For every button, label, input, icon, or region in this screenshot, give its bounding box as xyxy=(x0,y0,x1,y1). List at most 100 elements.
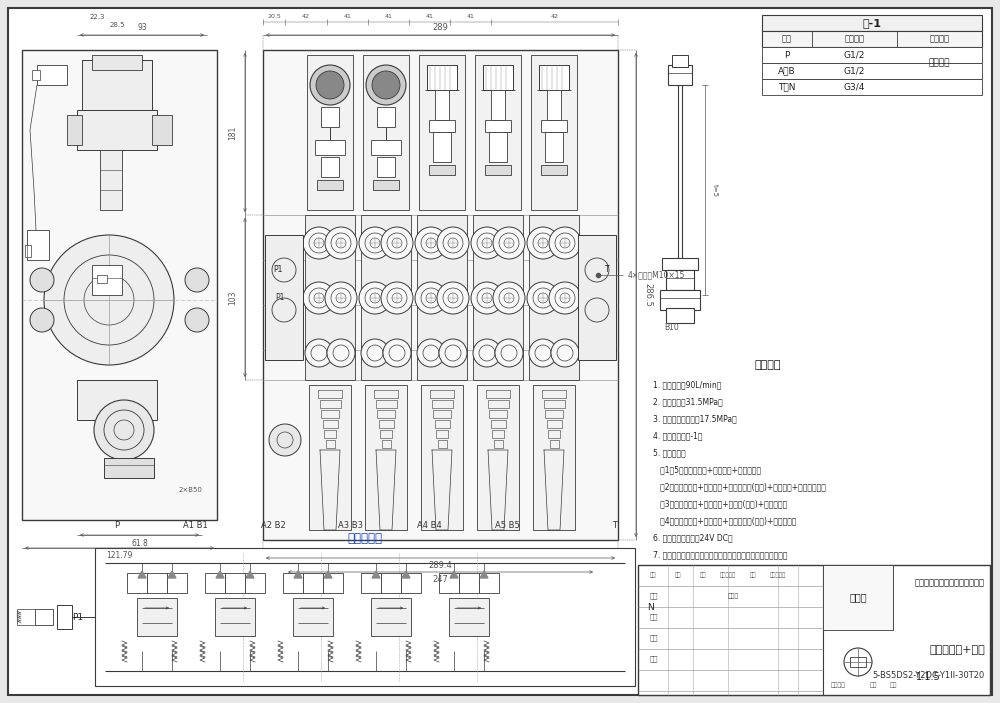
Bar xyxy=(152,115,172,145)
Bar xyxy=(547,90,561,120)
Circle shape xyxy=(381,282,413,314)
Bar xyxy=(660,290,700,310)
Bar xyxy=(326,440,334,448)
Text: 28.5: 28.5 xyxy=(109,22,125,28)
Text: 标记: 标记 xyxy=(650,573,656,579)
Bar xyxy=(492,430,504,438)
Text: 重量: 重量 xyxy=(869,682,877,688)
Polygon shape xyxy=(372,571,380,578)
Bar xyxy=(67,115,82,145)
Text: A3 B3: A3 B3 xyxy=(338,522,364,531)
Text: P1: P1 xyxy=(275,292,284,302)
Text: 贵州博信多盖液压系统有限公司: 贵州博信多盖液压系统有限公司 xyxy=(915,579,985,588)
Bar xyxy=(432,400,452,408)
Bar xyxy=(265,235,303,360)
Bar xyxy=(539,65,569,90)
Text: 设计: 设计 xyxy=(650,593,658,599)
Bar xyxy=(321,410,339,418)
Circle shape xyxy=(383,339,411,367)
Bar xyxy=(531,55,577,210)
Bar xyxy=(127,573,147,593)
Bar xyxy=(545,410,563,418)
Bar xyxy=(433,410,451,418)
Bar xyxy=(427,65,457,90)
Text: P1: P1 xyxy=(72,612,83,621)
Bar xyxy=(475,55,521,210)
Text: 第1、5联：手动控制+弹簧复位+锁芯阀杆；: 第1、5联：手动控制+弹簧复位+锁芯阀杆； xyxy=(653,465,761,475)
Text: 41: 41 xyxy=(467,13,474,18)
Bar xyxy=(27,230,49,260)
Bar xyxy=(529,215,579,380)
Bar xyxy=(376,400,396,408)
Bar xyxy=(22,50,217,520)
Text: 41: 41 xyxy=(344,13,351,18)
Circle shape xyxy=(549,227,581,259)
Text: 螺纹规格: 螺纹规格 xyxy=(844,34,864,44)
Text: 247: 247 xyxy=(433,576,448,584)
Text: 工艺: 工艺 xyxy=(650,656,658,662)
Bar xyxy=(97,275,107,283)
Bar xyxy=(307,55,353,210)
Text: 第4联：手动控制+弹簧复位+超速半触点(常开)+锁芯阀杆；: 第4联：手动控制+弹簧复位+超速半触点(常开)+锁芯阀杆； xyxy=(653,517,796,526)
Bar xyxy=(374,390,398,398)
Circle shape xyxy=(437,282,469,314)
Bar xyxy=(436,430,448,438)
Text: t=5: t=5 xyxy=(712,183,718,197)
Bar xyxy=(363,55,409,210)
Text: 五联多路阀+触点: 五联多路阀+触点 xyxy=(929,645,985,655)
Text: 2. 最高压力：31.5MPa。: 2. 最高压力：31.5MPa。 xyxy=(653,397,723,406)
Bar xyxy=(378,420,394,428)
Text: 121.79: 121.79 xyxy=(106,551,133,560)
Circle shape xyxy=(303,227,335,259)
Text: B10: B10 xyxy=(665,323,679,333)
Bar xyxy=(303,573,323,593)
Text: P: P xyxy=(114,522,120,531)
Bar xyxy=(371,598,411,636)
Circle shape xyxy=(415,227,447,259)
Text: T、N: T、N xyxy=(778,82,796,91)
Circle shape xyxy=(30,308,54,332)
Bar xyxy=(762,31,982,47)
Bar xyxy=(305,215,355,380)
Bar xyxy=(421,385,463,530)
Bar xyxy=(489,410,507,418)
Text: 41: 41 xyxy=(385,13,392,18)
Bar xyxy=(365,385,407,530)
Text: 比例: 比例 xyxy=(889,682,897,688)
Circle shape xyxy=(381,227,413,259)
Bar xyxy=(377,157,395,177)
Bar xyxy=(104,458,154,478)
Polygon shape xyxy=(168,571,176,578)
Circle shape xyxy=(415,282,447,314)
Circle shape xyxy=(269,424,301,456)
Text: G1/2: G1/2 xyxy=(844,67,865,75)
Circle shape xyxy=(366,65,406,105)
Bar xyxy=(57,605,72,629)
Bar xyxy=(550,440,558,448)
Text: 20.5: 20.5 xyxy=(267,13,281,18)
Bar xyxy=(541,120,567,132)
Bar xyxy=(545,132,563,162)
Bar xyxy=(433,132,451,162)
Bar xyxy=(321,157,339,177)
Bar xyxy=(762,15,982,31)
Text: 22.3: 22.3 xyxy=(89,14,105,20)
Text: 标准化: 标准化 xyxy=(727,593,739,599)
Bar xyxy=(459,573,479,593)
Circle shape xyxy=(94,400,154,460)
Polygon shape xyxy=(216,571,224,578)
Circle shape xyxy=(325,282,357,314)
Bar xyxy=(321,107,339,127)
Bar xyxy=(92,265,122,295)
Bar xyxy=(309,385,351,530)
Bar xyxy=(318,390,342,398)
Bar xyxy=(377,107,395,127)
Bar xyxy=(430,390,454,398)
Text: P1: P1 xyxy=(273,266,282,274)
Text: 密封形式: 密封形式 xyxy=(930,34,950,44)
Text: 103: 103 xyxy=(228,290,238,304)
Bar xyxy=(429,120,455,132)
Bar xyxy=(245,573,265,593)
Text: 1. 额定流量：90L/min。: 1. 额定流量：90L/min。 xyxy=(653,380,721,389)
Polygon shape xyxy=(402,571,410,578)
